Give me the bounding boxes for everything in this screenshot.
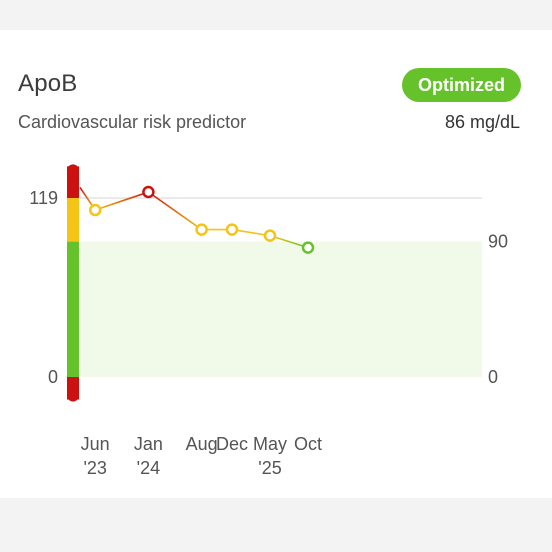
data-point [195,223,208,236]
data-point [263,229,277,242]
status-bar-optimal [67,241,79,377]
biomarker-title: ApoB [18,70,78,97]
x-tick-label: Oct [294,434,322,454]
status-bar-borderline [67,198,79,242]
x-tick-label: Aug [186,434,218,454]
series-line-segment [231,228,271,237]
data-point [301,241,315,254]
series-line-segment [147,191,203,231]
data-point [225,223,239,236]
y-tick-left-bottom: 0 [48,367,58,387]
x-tick-label: Dec [216,434,248,454]
series-line-segment [94,191,149,211]
x-tick-label: Jan '24 [134,434,163,478]
optimal-range-zone [80,241,482,377]
x-tick-label: May '25 [253,434,287,478]
series-line-segment [269,234,309,249]
status-badge: Optimized [401,68,521,102]
x-tick-label: Jun '23 [81,434,110,478]
current-value: 86 mg/dL [444,112,520,132]
y-tick-right-top: 90 [488,232,508,252]
y-tick-right-bottom: 0 [488,367,498,387]
status-bar-cap-bottom [67,389,79,402]
data-point [142,185,155,199]
data-point [88,203,102,217]
biomarker-subtitle: Cardiovascular risk predictor [18,112,247,132]
status-bar-cap-top [67,164,79,177]
y-tick-left-top: 119 [29,188,58,208]
